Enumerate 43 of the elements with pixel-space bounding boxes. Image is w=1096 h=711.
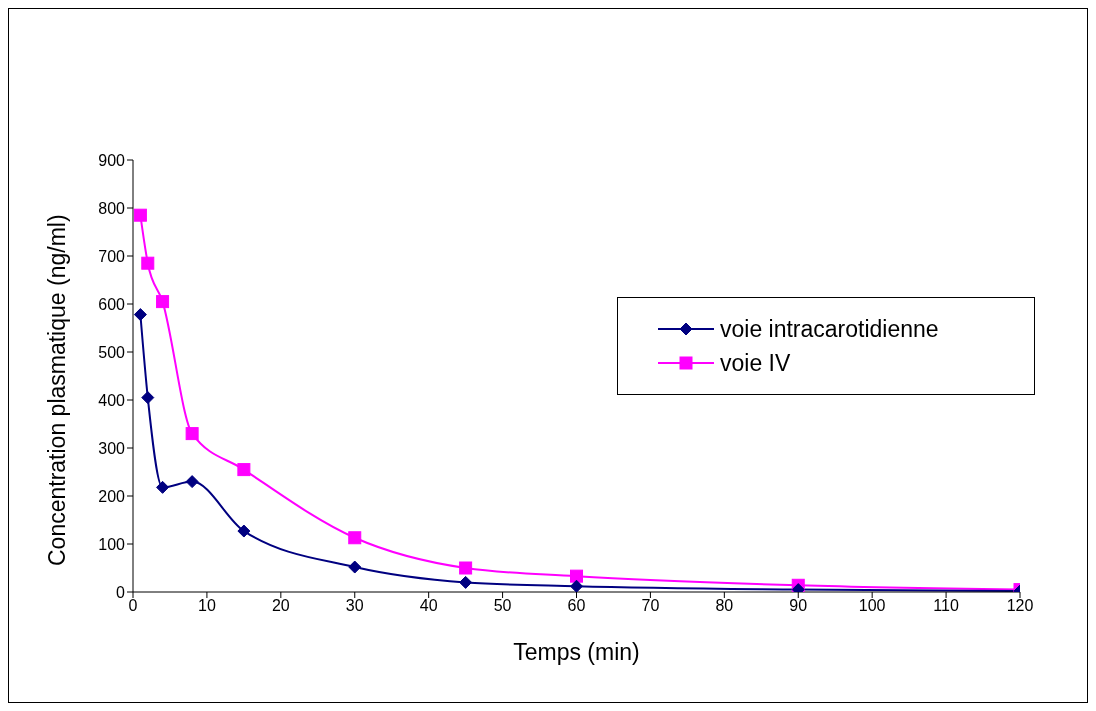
x-axis-title: Temps (min) bbox=[513, 639, 640, 665]
x-tick-label: 100 bbox=[858, 597, 886, 615]
x-tick-label: 30 bbox=[345, 597, 364, 615]
point bbox=[570, 579, 583, 592]
y-tick-label: 100 bbox=[98, 535, 126, 553]
x-tick-label: 90 bbox=[789, 597, 808, 615]
point bbox=[459, 575, 473, 589]
point bbox=[141, 256, 155, 270]
y-tick-label: 700 bbox=[98, 247, 126, 265]
point bbox=[348, 531, 362, 545]
point bbox=[133, 208, 147, 222]
y-axis-title: Concentration plasmatique (ng/ml) bbox=[44, 214, 71, 566]
point bbox=[185, 427, 199, 441]
point bbox=[156, 480, 170, 494]
x-tick-label: 70 bbox=[641, 597, 660, 615]
x-tick-label: 110 bbox=[933, 597, 959, 615]
y-tick-label: 600 bbox=[98, 295, 126, 313]
y-tick-label: 400 bbox=[98, 391, 126, 409]
y-tick-label: 800 bbox=[98, 199, 126, 217]
point bbox=[459, 561, 473, 575]
y-tick-label: 200 bbox=[98, 487, 126, 505]
legend-label: voie intracarotidienne bbox=[720, 315, 939, 343]
x-tick-label: 0 bbox=[128, 597, 138, 615]
x-tick-label: 40 bbox=[419, 597, 438, 615]
point bbox=[156, 295, 170, 309]
x-tick-label: 50 bbox=[493, 597, 512, 615]
x-tick-label: 60 bbox=[567, 597, 586, 615]
y-tick-label: 0 bbox=[116, 583, 126, 601]
legend-label: voie IV bbox=[720, 349, 791, 377]
point bbox=[237, 524, 251, 538]
point bbox=[185, 475, 199, 489]
y-tick-label: 500 bbox=[98, 343, 126, 361]
y-tick-label: 300 bbox=[98, 439, 126, 457]
point bbox=[237, 463, 251, 477]
point bbox=[141, 391, 155, 405]
y-tick-label: 900 bbox=[98, 151, 126, 169]
x-tick-label: 80 bbox=[715, 597, 734, 615]
point bbox=[570, 569, 583, 583]
x-tick-label: 120 bbox=[1006, 597, 1034, 615]
point bbox=[133, 308, 147, 322]
point bbox=[348, 560, 362, 574]
x-tick-label: 20 bbox=[271, 597, 290, 615]
x-tick-label: 10 bbox=[198, 597, 216, 615]
